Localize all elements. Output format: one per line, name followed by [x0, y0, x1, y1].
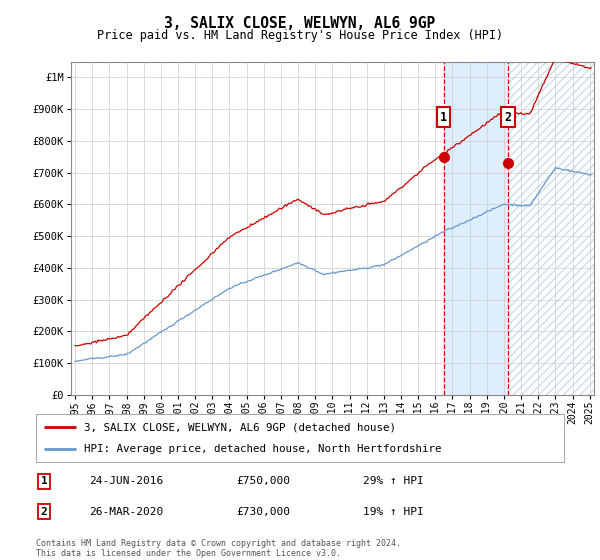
- Text: 3, SALIX CLOSE, WELWYN, AL6 9GP: 3, SALIX CLOSE, WELWYN, AL6 9GP: [164, 16, 436, 31]
- Bar: [508, 62, 594, 395]
- Text: 26-MAR-2020: 26-MAR-2020: [89, 507, 163, 517]
- FancyBboxPatch shape: [36, 414, 564, 462]
- Text: 1: 1: [41, 476, 47, 486]
- Text: Price paid vs. HM Land Registry's House Price Index (HPI): Price paid vs. HM Land Registry's House …: [97, 29, 503, 42]
- Text: £750,000: £750,000: [236, 476, 290, 486]
- Text: 2: 2: [41, 507, 47, 517]
- Text: £730,000: £730,000: [236, 507, 290, 517]
- Text: 1: 1: [440, 111, 447, 124]
- Bar: [508, 62, 594, 395]
- Text: 24-JUN-2016: 24-JUN-2016: [89, 476, 163, 486]
- Text: Contains HM Land Registry data © Crown copyright and database right 2024.
This d: Contains HM Land Registry data © Crown c…: [36, 539, 401, 558]
- Text: 29% ↑ HPI: 29% ↑ HPI: [364, 476, 424, 486]
- Text: 3, SALIX CLOSE, WELWYN, AL6 9GP (detached house): 3, SALIX CLOSE, WELWYN, AL6 9GP (detache…: [83, 422, 395, 432]
- Bar: [443, 62, 508, 395]
- Text: 2: 2: [505, 111, 511, 124]
- Text: HPI: Average price, detached house, North Hertfordshire: HPI: Average price, detached house, Nort…: [83, 444, 441, 454]
- Text: 19% ↑ HPI: 19% ↑ HPI: [364, 507, 424, 517]
